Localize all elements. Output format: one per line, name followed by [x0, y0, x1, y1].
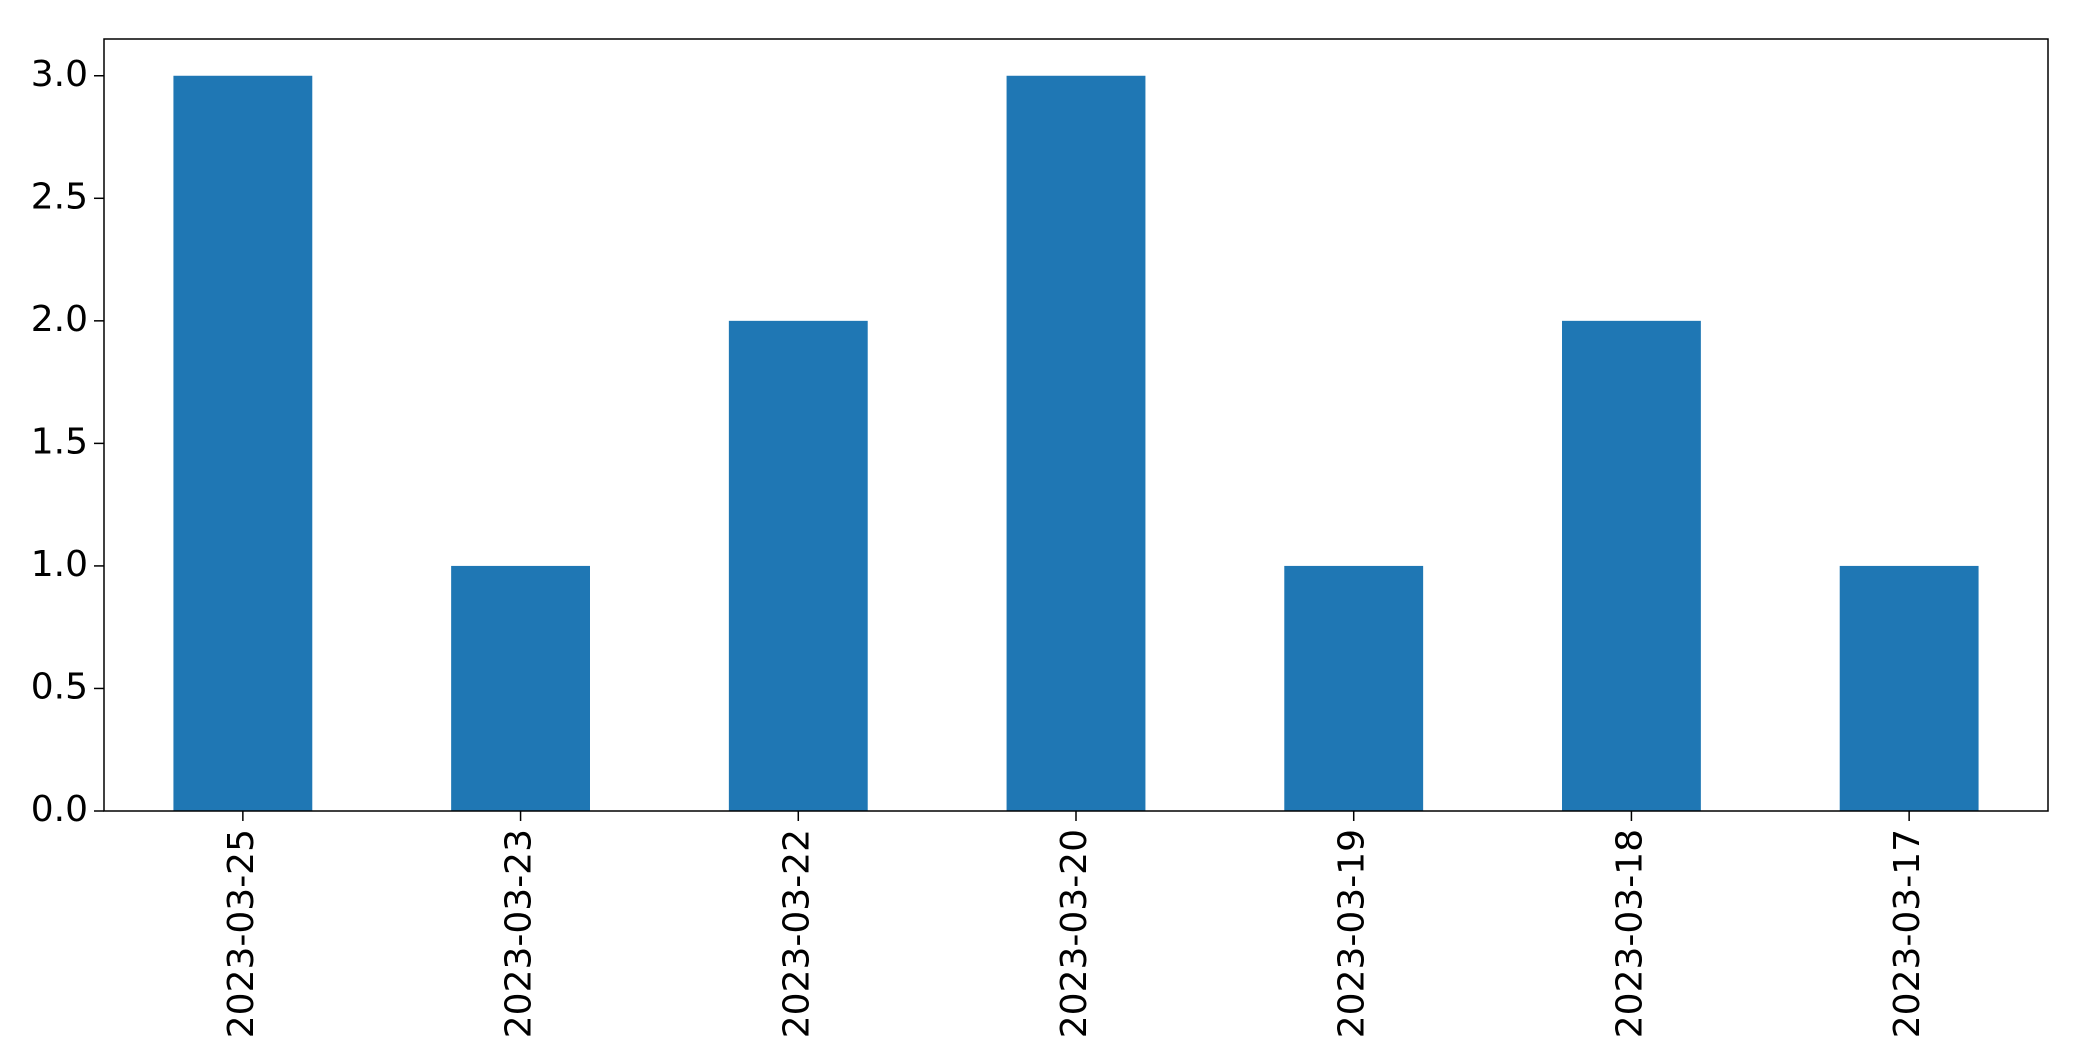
x-tick-label: 2023-03-19 — [1332, 829, 1373, 1038]
bars-group — [173, 75, 1979, 811]
plot-frame — [103, 38, 2049, 812]
bar-2023-03-19 — [1284, 565, 1424, 811]
x-tick-label: 2023-03-23 — [499, 829, 540, 1038]
x-tick-label: 2023-03-25 — [221, 829, 262, 1038]
y-tick-label: 0.0 — [31, 789, 88, 830]
bar-2023-03-17 — [1839, 565, 1979, 811]
bar-2023-03-23 — [451, 565, 590, 811]
bar-2023-03-25 — [173, 75, 313, 811]
y-tick-label: 3.0 — [31, 54, 88, 95]
x-tick-label: 2023-03-20 — [1054, 829, 1095, 1038]
y-tick-label: 1.0 — [31, 544, 88, 585]
y-axis-ticks: 0.0 0.5 1.0 1.5 2.0 2.5 3.0 — [31, 54, 104, 830]
y-tick-label: 2.0 — [31, 299, 88, 340]
y-tick-label: 2.5 — [31, 176, 88, 217]
bar-2023-03-18 — [1562, 320, 1701, 811]
y-tick-label: 1.5 — [31, 421, 88, 462]
y-tick-label: 0.5 — [31, 666, 88, 707]
bar-2023-03-22 — [728, 320, 868, 811]
bar-2023-03-20 — [1006, 75, 1146, 811]
x-tick-label: 2023-03-22 — [776, 829, 817, 1038]
x-tick-label: 2023-03-18 — [1609, 829, 1650, 1038]
x-tick-label: 2023-03-17 — [1887, 829, 1928, 1038]
x-axis-ticks: 2023-03-25 2023-03-23 2023-03-22 2023-03-20… — [221, 811, 1928, 1038]
